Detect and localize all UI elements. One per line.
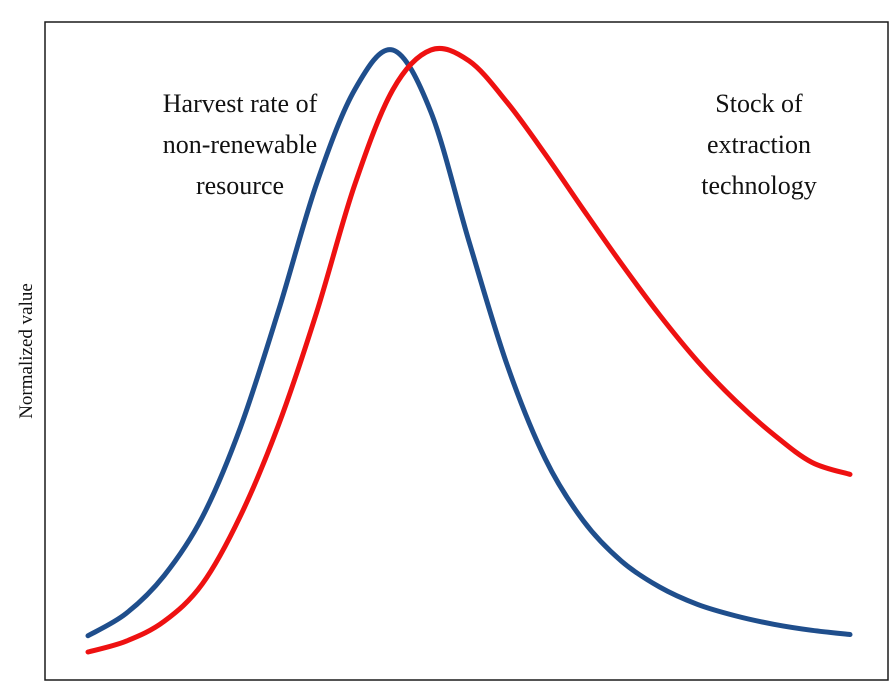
series-label-harvest-line-2: non-renewable (163, 130, 317, 159)
series-label-technology: Stock of extraction technology (701, 89, 817, 200)
series-line-extraction-technology (85, 45, 853, 655)
series-label-technology-line-1: Stock of (715, 89, 803, 118)
series-label-harvest-line-1: Harvest rate of (163, 89, 318, 118)
series-lines (85, 45, 853, 655)
series-line-harvest-rate (85, 47, 853, 639)
series-label-technology-line-2: extraction (707, 130, 811, 159)
series-label-harvest: Harvest rate of non-renewable resource (163, 89, 318, 200)
y-axis-label: Normalized value (16, 283, 37, 419)
series-label-harvest-line-3: resource (196, 171, 284, 200)
plot-frame (44, 21, 889, 681)
series-label-technology-line-3: technology (701, 171, 817, 200)
